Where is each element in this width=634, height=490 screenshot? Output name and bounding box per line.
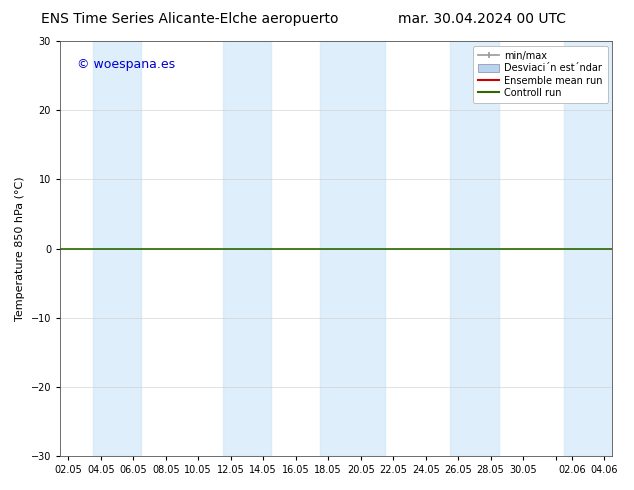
Bar bbox=[223, 41, 271, 456]
Text: ENS Time Series Alicante-Elche aeropuerto: ENS Time Series Alicante-Elche aeropuert… bbox=[41, 12, 339, 26]
Text: © woespana.es: © woespana.es bbox=[77, 58, 175, 71]
Bar bbox=[93, 41, 141, 456]
Legend: min/max, Desviaci´n est´ndar, Ensemble mean run, Controll run: min/max, Desviaci´n est´ndar, Ensemble m… bbox=[473, 46, 607, 103]
Bar bbox=[320, 41, 385, 456]
Text: mar. 30.04.2024 00 UTC: mar. 30.04.2024 00 UTC bbox=[398, 12, 566, 26]
Bar bbox=[564, 41, 612, 456]
Y-axis label: Temperature 850 hPa (°C): Temperature 850 hPa (°C) bbox=[15, 176, 25, 321]
Bar bbox=[450, 41, 499, 456]
